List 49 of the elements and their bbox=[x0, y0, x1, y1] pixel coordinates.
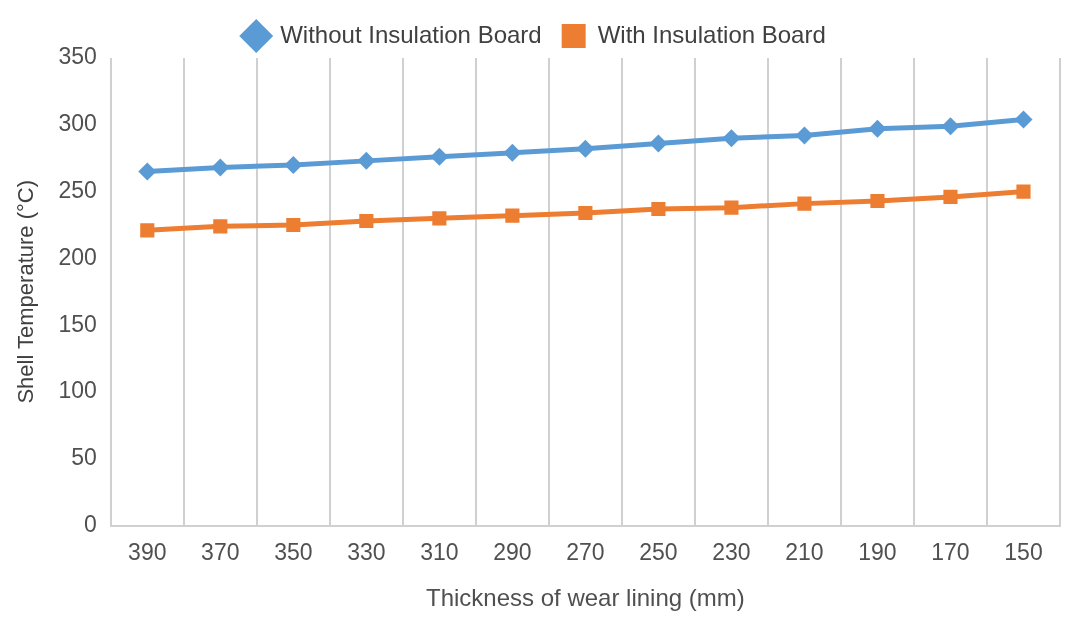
point bbox=[505, 208, 520, 223]
x-tick-label: 390 bbox=[128, 538, 167, 565]
x-tick-label: 170 bbox=[931, 538, 970, 565]
point bbox=[1016, 184, 1031, 199]
x-tick-label: 270 bbox=[566, 538, 605, 565]
point bbox=[649, 134, 668, 153]
point bbox=[213, 219, 228, 234]
x-tick-label: 150 bbox=[1004, 538, 1043, 565]
x-tick-label: 370 bbox=[201, 538, 240, 565]
y-tick-label: 350 bbox=[58, 43, 97, 70]
y-tick-label: 200 bbox=[58, 243, 97, 270]
point bbox=[651, 201, 666, 217]
x-tick-label: 350 bbox=[274, 538, 313, 565]
point bbox=[503, 143, 522, 162]
point bbox=[140, 223, 155, 238]
x-tick-label: 290 bbox=[493, 538, 532, 565]
point bbox=[138, 162, 157, 181]
y-tick-label: 0 bbox=[83, 510, 97, 537]
x-tick-label: 310 bbox=[420, 538, 459, 565]
y-tick-label: 150 bbox=[58, 310, 97, 337]
point bbox=[943, 189, 958, 205]
point bbox=[359, 213, 374, 229]
y-tick-label: 250 bbox=[58, 176, 97, 203]
y-tick-label: 300 bbox=[58, 110, 97, 137]
point bbox=[576, 139, 595, 158]
point bbox=[211, 158, 230, 177]
y-tick-label: 50 bbox=[71, 444, 97, 471]
point bbox=[870, 193, 885, 209]
point bbox=[724, 200, 739, 215]
point bbox=[578, 205, 593, 221]
legend-label: Without Insulation Board bbox=[280, 20, 542, 48]
point bbox=[797, 196, 812, 211]
point bbox=[432, 211, 447, 226]
point bbox=[284, 155, 303, 174]
point bbox=[795, 126, 814, 145]
point bbox=[430, 147, 449, 166]
point bbox=[722, 129, 741, 148]
legend-label: With Insulation Board bbox=[597, 20, 826, 48]
point bbox=[357, 151, 376, 170]
x-tick-label: 190 bbox=[858, 538, 897, 565]
x-tick-label: 250 bbox=[639, 538, 678, 565]
y-axis-title: Shell Temperature (°C) bbox=[13, 180, 39, 404]
y-tick-label: 100 bbox=[58, 377, 97, 404]
point bbox=[286, 217, 301, 233]
x-axis-title: Thickness of wear lining (mm) bbox=[426, 584, 745, 612]
x-tick-label: 210 bbox=[785, 538, 824, 565]
point bbox=[1014, 110, 1033, 129]
x-tick-label: 330 bbox=[347, 538, 386, 565]
x-tick-label: 230 bbox=[712, 538, 751, 565]
